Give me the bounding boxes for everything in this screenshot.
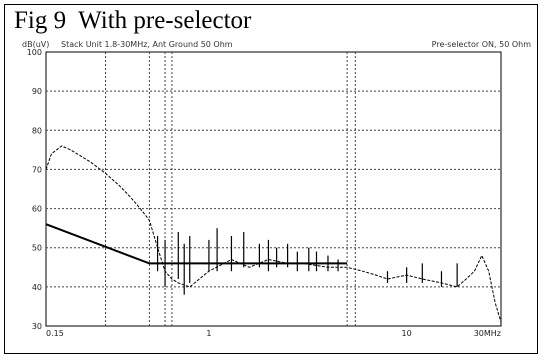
x-tick-label: 1: [206, 329, 211, 338]
x-tick-label: 30MHz: [474, 329, 501, 338]
chart-subtitle: Stack Unit 1.8-30MHz, Ant Ground 50 Ohm: [61, 40, 233, 49]
emission-line: [45, 145, 502, 323]
figure-title: Fig 9 With pre-selector: [14, 7, 252, 34]
y-tick-label: 60: [32, 205, 42, 214]
y-tick-label: 90: [32, 87, 42, 96]
limit-line: [45, 223, 348, 265]
y-tick-label: 30: [32, 322, 42, 331]
figure-frame: [4, 4, 538, 354]
y-axis-unit: dB(uV): [22, 40, 50, 49]
x-tick-label: 0.15: [46, 329, 64, 338]
y-tick-label: 100: [27, 48, 42, 57]
plot-area: [45, 51, 502, 327]
y-tick-label: 70: [32, 165, 42, 174]
y-tick-label: 40: [32, 283, 42, 292]
x-tick-label: 10: [402, 329, 412, 338]
y-tick-label: 80: [32, 126, 42, 135]
y-tick-label: 50: [32, 244, 42, 253]
chart-subtitle-right: Pre-selector ON, 50 Ohm: [431, 40, 531, 49]
